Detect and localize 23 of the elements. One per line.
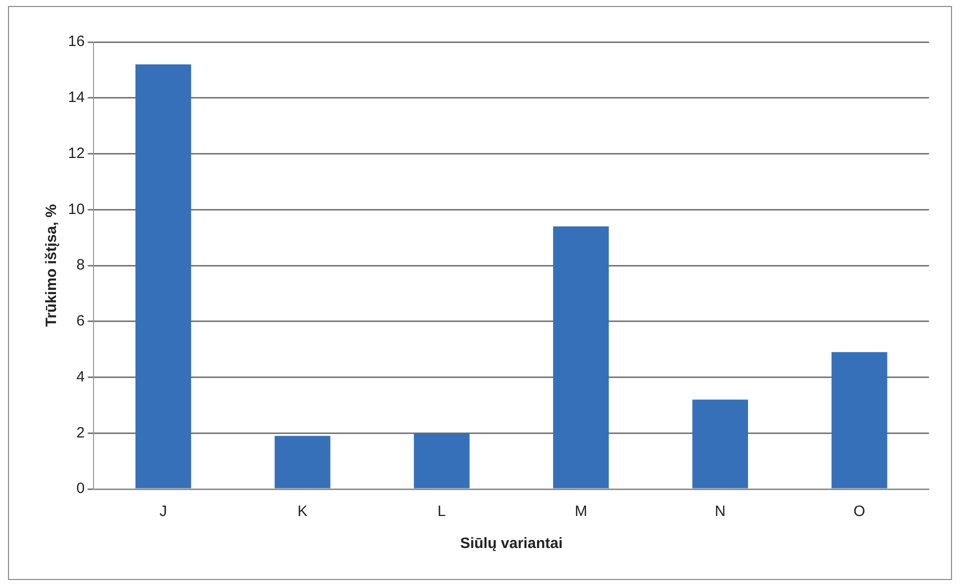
- x-tick-label: J: [160, 503, 168, 520]
- bar: [692, 400, 748, 488]
- bar: [135, 64, 192, 488]
- bar: [274, 436, 330, 488]
- x-tick-label: L: [438, 503, 446, 520]
- y-tick-label: 16: [68, 33, 85, 50]
- x-tick-label: O: [854, 503, 866, 520]
- bar: [414, 433, 470, 488]
- y-tick-label: 14: [68, 89, 85, 106]
- y-axis-title: Trūkimo ištįsa, %: [43, 204, 60, 327]
- bar: [832, 352, 888, 488]
- y-tick-label: 6: [76, 312, 85, 330]
- y-tick-label: 2: [76, 424, 85, 442]
- y-tick-label: 4: [76, 368, 85, 386]
- y-tick-label: 10: [68, 200, 85, 218]
- y-tick-label: 0: [76, 480, 85, 498]
- x-axis-title: Siūlų variantai: [460, 535, 563, 552]
- bar: [553, 226, 609, 488]
- y-tick-label: 8: [76, 256, 85, 274]
- x-tick-label: M: [574, 503, 588, 520]
- x-tick-label: N: [714, 503, 726, 520]
- y-tick-label: 12: [68, 144, 85, 162]
- x-tick-label: K: [298, 503, 308, 520]
